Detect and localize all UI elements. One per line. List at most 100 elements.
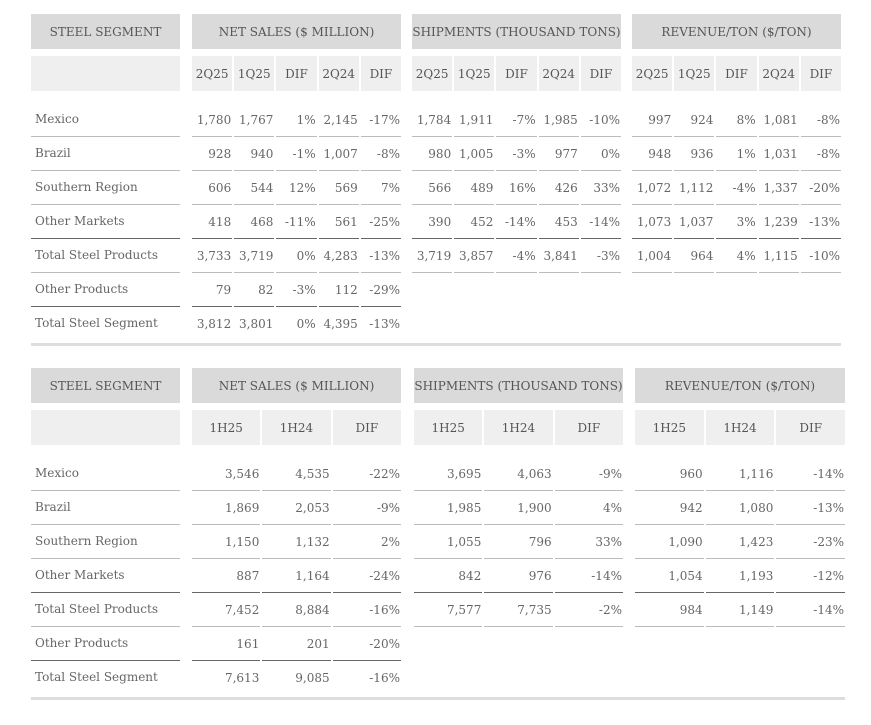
group-header: REVENUE/TON ($/TON)	[635, 368, 845, 403]
table-row: 418 468 -11% 561 -25%	[192, 205, 402, 239]
table-cell: 1,055	[414, 525, 483, 559]
table-cell: 3,719	[412, 239, 453, 273]
table-row: Brazil	[31, 137, 180, 171]
table-row: Total Steel Segment	[31, 307, 180, 341]
table-cell: 16%	[496, 171, 537, 205]
group-rows: 3,546 4,535 -22% 1,869 2,053 -9% 1,150 1,132 2% 8…	[192, 457, 401, 695]
table-cell: 33%	[554, 525, 623, 559]
table-row: 997 924 8% 1,081 -8%	[632, 103, 842, 137]
table-row: 3,733 3,719 0% 4,283 -13%	[192, 239, 402, 273]
table-cell: 566	[412, 171, 453, 205]
table-cell: -8%	[360, 137, 402, 171]
row-label: Other Markets	[31, 559, 180, 593]
group-header: SHIPMENTS (THOUSAND TONS)	[412, 14, 621, 49]
table-cell: 468	[234, 205, 275, 239]
table-cell: 960	[635, 457, 704, 491]
table-cell: 7,577	[414, 593, 483, 627]
table-row: 887 1,164 -24%	[192, 559, 401, 593]
table-cell: -16%	[332, 593, 401, 627]
table-cell: -14%	[580, 205, 622, 239]
table-cell: 201	[262, 627, 331, 661]
table-row: 7,452 8,884 -16%	[192, 593, 401, 627]
table-cell: 0%	[580, 137, 622, 171]
group-rows: 997 924 8% 1,081 -8% 948 936 1% 1,031 -8% 1,072 1,1…	[632, 103, 842, 273]
table-cell: 1,005	[454, 137, 495, 171]
table-cell: 453	[538, 205, 579, 239]
table-cell: 1,150	[192, 525, 261, 559]
table-row: 1,090 1,423 -23%	[635, 525, 846, 559]
table-cell: -23%	[776, 525, 846, 559]
table-cell: 1,080	[705, 491, 775, 525]
table-row: 390 452 -14% 453 -14%	[412, 205, 622, 239]
table-cell: 4%	[554, 491, 623, 525]
table-cell: 1,337	[758, 171, 799, 205]
table-cell: 2,145	[318, 103, 359, 137]
table-cell: -11%	[276, 205, 317, 239]
table-cell: 33%	[580, 171, 622, 205]
group-header: REVENUE/TON ($/TON)	[632, 14, 841, 49]
subheader-cell: 1H24	[484, 410, 553, 445]
table-cell: 8%	[716, 103, 757, 137]
table-cell: -14%	[496, 205, 537, 239]
table-cell: 942	[635, 491, 704, 525]
subheader-cell: 2Q25	[412, 56, 453, 91]
column-group: NET SALES ($ MILLION) 1H25 1H24 DIF 3,546 4,5…	[192, 368, 401, 695]
table-cell: -2%	[554, 593, 623, 627]
subheader-cell: 1H25	[414, 410, 483, 445]
row-label: Southern Region	[31, 171, 180, 205]
label-column: STEEL SEGMENT Mexico Brazil Southern Region…	[31, 14, 180, 341]
table-row: 606 544 12% 569 7%	[192, 171, 402, 205]
table-row: 1,055 796 33%	[414, 525, 623, 559]
table-cell: -25%	[360, 205, 402, 239]
subheader-blank	[31, 410, 180, 445]
table-row: 1,004 964 4% 1,115 -10%	[632, 239, 842, 273]
table-row: 3,695 4,063 -9%	[414, 457, 623, 491]
table-cell: 4,063	[484, 457, 553, 491]
column-group: SHIPMENTS (THOUSAND TONS) 2Q25 1Q25 DIF 2Q24…	[412, 14, 622, 273]
subheader-row: 1H25 1H24 DIF	[635, 410, 846, 445]
row-label: Mexico	[31, 457, 180, 491]
group-rows: 1,780 1,767 1% 2,145 -17% 928 940 -1% 1,007 -8% 60…	[192, 103, 402, 341]
table-cell: 940	[234, 137, 275, 171]
table-cell: 997	[632, 103, 673, 137]
table-cell: 4%	[716, 239, 757, 273]
table-row: 1,985 1,900 4%	[414, 491, 623, 525]
subheader-blank	[31, 56, 180, 91]
subheader-cell: DIF	[554, 410, 623, 445]
table-row: 842 976 -14%	[414, 559, 623, 593]
table-row: 7,613 9,085 -16%	[192, 661, 401, 695]
table-cell: -13%	[360, 239, 402, 273]
table-cell: 7,452	[192, 593, 261, 627]
subheader-cell: 1H24	[705, 410, 775, 445]
subheader-cell: DIF	[276, 56, 317, 91]
table-row: Southern Region	[31, 171, 180, 205]
group-rows: 960 1,116 -14% 942 1,080 -13% 1,090 1,423 -23% 1,…	[635, 457, 846, 627]
table-row: Southern Region	[31, 525, 180, 559]
table-cell: 7,735	[484, 593, 553, 627]
table-row: 942 1,080 -13%	[635, 491, 846, 525]
table-cell: 1,031	[758, 137, 799, 171]
table-cell: 1,767	[234, 103, 275, 137]
table-cell: 1,132	[262, 525, 331, 559]
subheader-row: 1H25 1H24 DIF	[414, 410, 623, 445]
label-rows: Mexico Brazil Southern Region Other Markets…	[31, 457, 180, 695]
row-label: Other Markets	[31, 205, 180, 239]
column-group: SHIPMENTS (THOUSAND TONS) 1H25 1H24 DIF 3,69…	[414, 368, 623, 627]
row-label: Other Products	[31, 627, 180, 661]
table-cell: -3%	[276, 273, 317, 307]
table-cell: -12%	[776, 559, 846, 593]
table-cell: -8%	[800, 103, 842, 137]
table-cell: -16%	[369, 671, 400, 685]
table-row: Mexico	[31, 457, 180, 491]
table-cell: 1,985	[538, 103, 579, 137]
table-cell: 1,911	[454, 103, 495, 137]
table-cell: 1,054	[635, 559, 704, 593]
table-row: Other Markets	[31, 205, 180, 239]
table-cell: -13%	[800, 205, 842, 239]
subheader-row: 1H25 1H24 DIF	[192, 410, 401, 445]
table-cell: -10%	[800, 239, 842, 273]
table-cell: 12%	[276, 171, 317, 205]
subheader-row: 2Q25 1Q25 DIF 2Q24 DIF	[632, 56, 842, 91]
table-cell: 561	[318, 205, 359, 239]
table-cell: -4%	[716, 171, 757, 205]
